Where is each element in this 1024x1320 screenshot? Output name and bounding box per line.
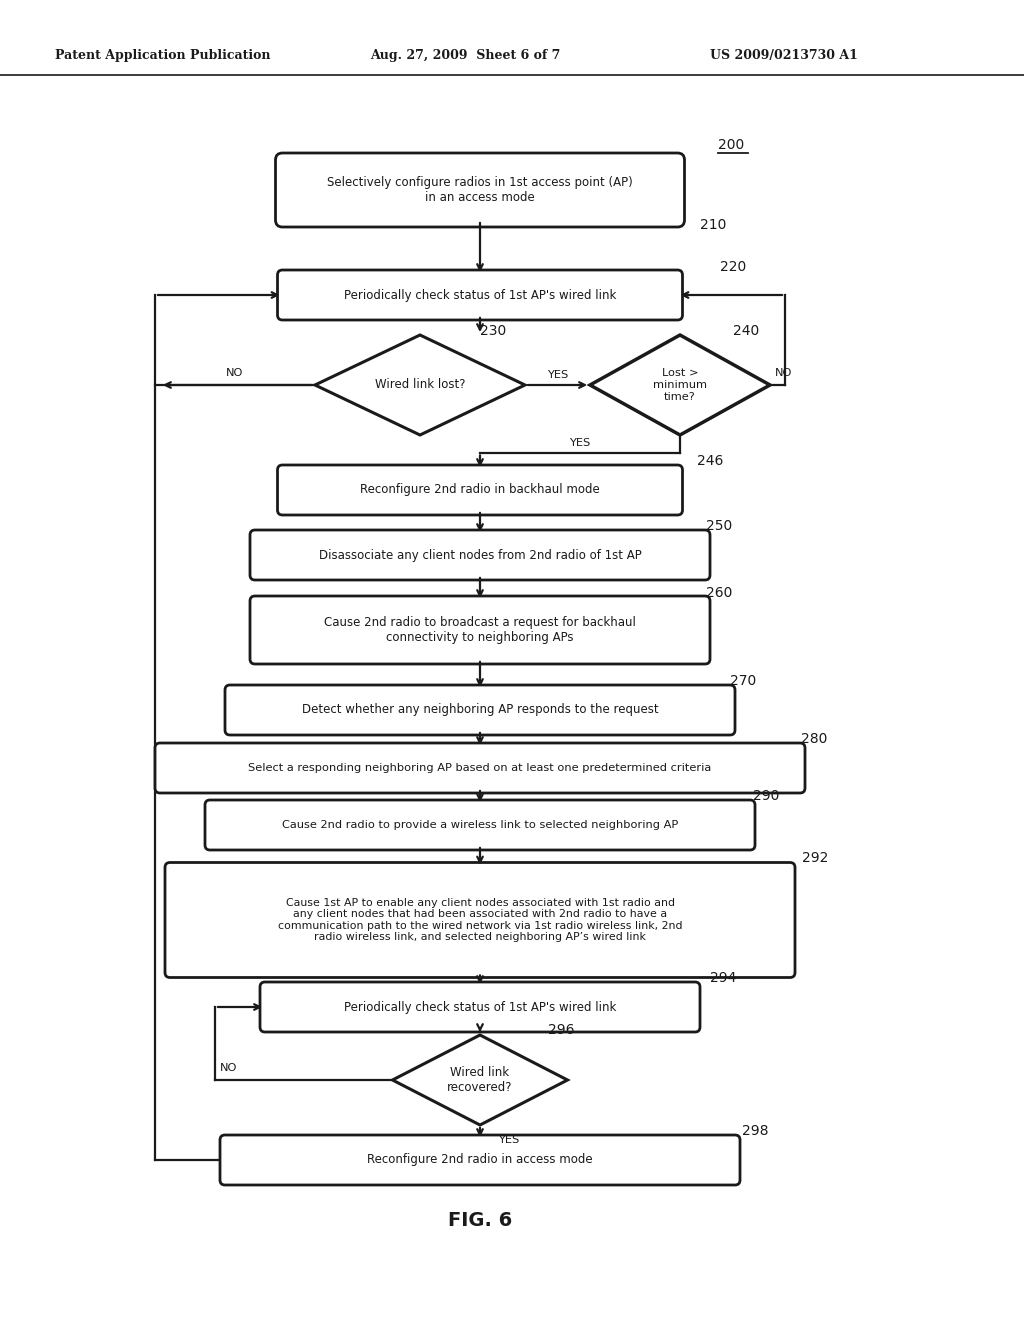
Text: Periodically check status of 1st AP's wired link: Periodically check status of 1st AP's wi… xyxy=(344,289,616,301)
Text: 200: 200 xyxy=(718,139,744,152)
Text: 260: 260 xyxy=(706,586,732,601)
Text: Patent Application Publication: Patent Application Publication xyxy=(55,49,270,62)
Text: Reconfigure 2nd radio in backhaul mode: Reconfigure 2nd radio in backhaul mode xyxy=(360,483,600,496)
Text: Lost >
minimum
time?: Lost > minimum time? xyxy=(653,368,707,401)
Text: Detect whether any neighboring AP responds to the request: Detect whether any neighboring AP respon… xyxy=(302,704,658,717)
Text: Selectively configure radios in 1st access point (AP)
in an access mode: Selectively configure radios in 1st acce… xyxy=(327,176,633,205)
FancyBboxPatch shape xyxy=(278,271,683,319)
Polygon shape xyxy=(590,335,770,436)
Text: 250: 250 xyxy=(706,519,732,533)
Text: NO: NO xyxy=(775,368,793,378)
Text: Cause 2nd radio to broadcast a request for backhaul
connectivity to neighboring : Cause 2nd radio to broadcast a request f… xyxy=(324,616,636,644)
Text: Cause 2nd radio to provide a wireless link to selected neighboring AP: Cause 2nd radio to provide a wireless li… xyxy=(282,820,678,830)
Text: 292: 292 xyxy=(802,851,828,865)
FancyBboxPatch shape xyxy=(220,1135,740,1185)
FancyBboxPatch shape xyxy=(165,862,795,978)
FancyBboxPatch shape xyxy=(278,465,683,515)
FancyBboxPatch shape xyxy=(260,982,700,1032)
Text: Wired link
recovered?: Wired link recovered? xyxy=(447,1067,513,1094)
Text: 298: 298 xyxy=(742,1125,768,1138)
Text: FIG. 6: FIG. 6 xyxy=(447,1210,512,1229)
Text: Select a responding neighboring AP based on at least one predetermined criteria: Select a responding neighboring AP based… xyxy=(249,763,712,774)
FancyBboxPatch shape xyxy=(250,597,710,664)
Text: Reconfigure 2nd radio in access mode: Reconfigure 2nd radio in access mode xyxy=(368,1154,593,1167)
FancyBboxPatch shape xyxy=(205,800,755,850)
FancyBboxPatch shape xyxy=(225,685,735,735)
Text: US 2009/0213730 A1: US 2009/0213730 A1 xyxy=(710,49,858,62)
Polygon shape xyxy=(392,1035,567,1125)
FancyBboxPatch shape xyxy=(250,531,710,579)
Text: 270: 270 xyxy=(730,675,757,688)
Text: Periodically check status of 1st AP's wired link: Periodically check status of 1st AP's wi… xyxy=(344,1001,616,1014)
Text: YES: YES xyxy=(498,1135,519,1144)
Text: 246: 246 xyxy=(697,454,723,469)
Text: NO: NO xyxy=(226,368,244,378)
Text: 230: 230 xyxy=(480,323,506,338)
FancyBboxPatch shape xyxy=(155,743,805,793)
Text: YES: YES xyxy=(547,370,568,380)
Text: 220: 220 xyxy=(720,260,746,275)
Text: 240: 240 xyxy=(733,323,759,338)
Polygon shape xyxy=(315,335,525,436)
Text: 296: 296 xyxy=(548,1023,574,1038)
Text: Wired link lost?: Wired link lost? xyxy=(375,379,465,392)
FancyBboxPatch shape xyxy=(275,153,684,227)
Text: NO: NO xyxy=(220,1063,238,1073)
Text: Cause 1st AP to enable any client nodes associated with 1st radio and
any client: Cause 1st AP to enable any client nodes … xyxy=(278,898,682,942)
Text: 290: 290 xyxy=(753,789,779,803)
Text: Disassociate any client nodes from 2nd radio of 1st AP: Disassociate any client nodes from 2nd r… xyxy=(318,549,641,561)
Text: Aug. 27, 2009  Sheet 6 of 7: Aug. 27, 2009 Sheet 6 of 7 xyxy=(370,49,560,62)
Text: YES: YES xyxy=(569,437,591,447)
Text: 210: 210 xyxy=(700,218,726,232)
Text: 280: 280 xyxy=(801,733,827,746)
Text: 294: 294 xyxy=(710,972,736,985)
